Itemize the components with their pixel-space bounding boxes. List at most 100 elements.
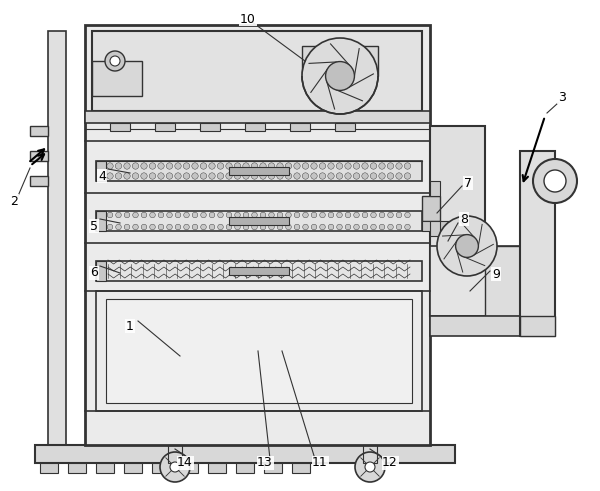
Circle shape — [311, 212, 317, 218]
Text: 1: 1 — [126, 320, 134, 332]
Circle shape — [396, 224, 402, 230]
Circle shape — [328, 173, 334, 179]
Circle shape — [124, 212, 130, 218]
Circle shape — [107, 224, 113, 230]
Circle shape — [379, 224, 385, 230]
Bar — [520, 316, 555, 336]
Text: 4: 4 — [98, 169, 106, 183]
Circle shape — [277, 224, 283, 230]
Circle shape — [345, 212, 351, 218]
Text: 9: 9 — [492, 268, 500, 280]
Circle shape — [319, 173, 326, 179]
Circle shape — [345, 224, 351, 230]
Circle shape — [362, 224, 368, 230]
Circle shape — [141, 224, 147, 230]
Bar — [92, 61, 142, 96]
Bar — [96, 211, 422, 231]
Circle shape — [209, 212, 215, 218]
Bar — [363, 445, 377, 463]
Circle shape — [166, 173, 173, 179]
Text: 10: 10 — [240, 12, 256, 26]
Text: 5: 5 — [90, 219, 98, 233]
Circle shape — [200, 224, 206, 230]
Circle shape — [192, 163, 198, 169]
Bar — [430, 181, 440, 196]
Circle shape — [269, 212, 274, 218]
Circle shape — [184, 224, 190, 230]
Circle shape — [277, 212, 283, 218]
Circle shape — [170, 462, 180, 472]
Bar — [106, 299, 412, 403]
Text: 3: 3 — [558, 90, 566, 104]
Circle shape — [260, 173, 266, 179]
Circle shape — [404, 163, 410, 169]
Circle shape — [192, 212, 198, 218]
Text: 7: 7 — [464, 176, 472, 190]
Bar — [110, 123, 130, 131]
Circle shape — [370, 173, 377, 179]
Bar — [155, 123, 175, 131]
Circle shape — [370, 163, 377, 169]
Circle shape — [437, 216, 497, 276]
Circle shape — [328, 224, 334, 230]
Circle shape — [396, 163, 402, 169]
Bar — [85, 25, 430, 445]
Circle shape — [150, 224, 155, 230]
Text: 8: 8 — [460, 213, 468, 225]
Bar — [48, 31, 66, 461]
Circle shape — [320, 212, 325, 218]
Bar — [96, 261, 106, 281]
Circle shape — [533, 159, 577, 203]
Circle shape — [303, 212, 308, 218]
Bar — [124, 463, 142, 473]
Bar — [292, 463, 310, 473]
Circle shape — [158, 163, 164, 169]
Circle shape — [260, 163, 266, 169]
Bar — [152, 463, 170, 473]
Circle shape — [218, 224, 223, 230]
Circle shape — [115, 163, 122, 169]
Circle shape — [141, 212, 147, 218]
Circle shape — [166, 163, 173, 169]
Circle shape — [184, 212, 190, 218]
Circle shape — [200, 173, 206, 179]
Text: 14: 14 — [177, 457, 193, 469]
Circle shape — [277, 173, 283, 179]
Circle shape — [124, 163, 130, 169]
Bar — [430, 221, 440, 236]
Circle shape — [110, 56, 120, 66]
Bar — [290, 123, 310, 131]
Circle shape — [167, 212, 172, 218]
Circle shape — [388, 224, 394, 230]
Bar — [430, 316, 520, 336]
Circle shape — [226, 163, 232, 169]
Circle shape — [115, 173, 122, 179]
Circle shape — [311, 163, 317, 169]
Circle shape — [396, 173, 402, 179]
Circle shape — [209, 173, 215, 179]
Circle shape — [124, 224, 130, 230]
Bar — [264, 463, 282, 473]
Circle shape — [235, 163, 241, 169]
Circle shape — [235, 224, 240, 230]
Circle shape — [175, 212, 181, 218]
Circle shape — [379, 163, 385, 169]
Circle shape — [302, 163, 309, 169]
Bar — [96, 161, 422, 181]
Circle shape — [150, 212, 155, 218]
Circle shape — [286, 173, 292, 179]
Bar — [302, 46, 378, 76]
Circle shape — [345, 163, 351, 169]
Circle shape — [243, 212, 249, 218]
Bar — [229, 167, 289, 175]
Circle shape — [251, 163, 258, 169]
Circle shape — [226, 173, 232, 179]
Circle shape — [226, 224, 232, 230]
Circle shape — [160, 452, 190, 482]
Circle shape — [379, 173, 385, 179]
Bar — [245, 123, 265, 131]
Circle shape — [209, 163, 215, 169]
Circle shape — [133, 224, 139, 230]
Circle shape — [252, 224, 257, 230]
Circle shape — [371, 212, 376, 218]
